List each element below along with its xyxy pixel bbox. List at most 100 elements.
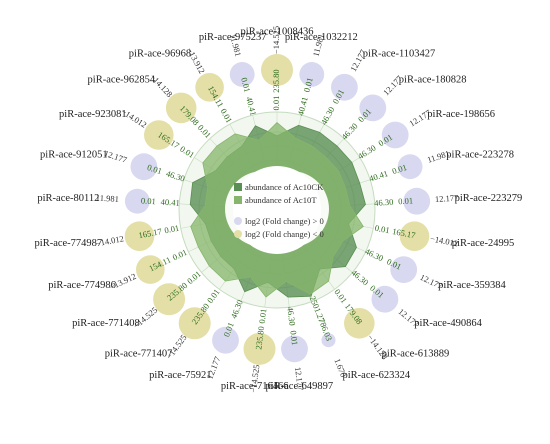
- mirna-name-label: piR-ace-771408: [72, 318, 140, 329]
- abundance-ck-label: 0.01: [257, 308, 269, 324]
- fold-change-circle: [397, 154, 423, 180]
- abundance-ck-label: 46.30: [339, 121, 359, 142]
- abundance-t-label: 235.80: [271, 69, 281, 92]
- mirna-name-label: piR-ace-962854: [88, 75, 156, 86]
- fold-change-circle: [195, 73, 224, 102]
- abundance-ck-label: 40.41: [244, 96, 258, 117]
- mirna-name-label: piR-ace-649897: [265, 381, 333, 392]
- mirna-name-label: piR-ace-912051: [40, 149, 108, 160]
- fold-change-circle: [321, 333, 336, 348]
- fold-change-circle: [165, 92, 197, 124]
- fold-change-circle: [124, 188, 150, 214]
- mirna-name-label: piR-ace-716466: [221, 381, 289, 392]
- fold-change-circle: [281, 335, 308, 363]
- fold-change-circle: [381, 121, 409, 149]
- abundance-ck-label: 0.01: [163, 223, 179, 236]
- legend-up-marker: [234, 217, 242, 225]
- mirna-name-label: piR-ace-613889: [382, 348, 450, 359]
- abundance-ck-label: 46.30: [374, 197, 394, 208]
- abundance-ck-label: 0.01: [271, 96, 281, 111]
- abundance-t-label: 165.17: [138, 226, 163, 240]
- fold-change-circles: [124, 54, 431, 365]
- mirna-name-label: piR-ace-1008436: [241, 26, 314, 37]
- fold-change-circle: [399, 221, 430, 251]
- abundance-t-label: 786.03: [317, 317, 335, 342]
- mirna-name-label: piR-ace-923081: [59, 109, 127, 120]
- fold-change-circle: [153, 283, 186, 316]
- fold-change-circle: [359, 94, 387, 122]
- abundance-ck-label: 0.01: [374, 223, 390, 236]
- fold-change-circle: [212, 326, 239, 354]
- fold-change-circle: [371, 285, 399, 313]
- fold-change-circle: [229, 62, 255, 87]
- mirna-name-label: piR-ace-223279: [455, 193, 523, 204]
- mirna-name-label: piR-ace-75921: [149, 370, 211, 381]
- mirna-name-label: piR-ace-1103427: [363, 48, 436, 59]
- fold-change-circle: [243, 332, 276, 365]
- abundance-ck-label: 46.30: [165, 168, 186, 183]
- fold-change-value: 12.177: [435, 193, 459, 204]
- fold-change-circle: [331, 73, 358, 101]
- mirna-name-label: piR-ace-771407: [105, 348, 173, 359]
- legend-ck-label: abundance of Ac10CK: [245, 182, 324, 192]
- legend: abundance of Ac10CK abundance of Ac10T l…: [225, 171, 329, 247]
- fold-change-value: −14.525: [248, 364, 261, 393]
- mirna-name-label: piR-ace-24995: [452, 238, 514, 249]
- fold-change-circle: [130, 153, 158, 181]
- fold-change-circle: [144, 120, 174, 150]
- abundance-ck-label: 40.41: [368, 168, 389, 183]
- abundance-ck-label: 46.30: [363, 246, 385, 263]
- fold-change-circle: [136, 255, 165, 284]
- mirna-name-label: piR-ace-80112: [37, 193, 99, 204]
- abundance-t-label: 0.01: [141, 195, 156, 206]
- fold-change-circle: [261, 54, 293, 86]
- mirna-name-label: piR-ace-96968: [129, 48, 191, 59]
- fold-change-circle: [124, 221, 155, 251]
- abundance-ck-label: 46.30: [228, 298, 244, 319]
- abundance-ck-label: 0.01: [171, 247, 189, 262]
- abundance-t-label: 165.17: [391, 226, 416, 240]
- abundance-t-label: 0.01: [391, 162, 408, 176]
- mirna-name-label: piR-ace-180828: [399, 75, 467, 86]
- mirna-name-label: piR-ace-975237: [199, 32, 267, 43]
- abundance-t-label: 0.01: [301, 76, 314, 93]
- legend-down-marker: [234, 230, 242, 238]
- abundance-ck-label: 46.30: [319, 105, 337, 127]
- abundance-ck-label: 46.30: [285, 306, 297, 326]
- fold-change-circle: [403, 187, 431, 215]
- abundance-t-label: 0.01: [398, 195, 413, 206]
- legend-up-label: log2 (Fold change) > 0: [245, 216, 324, 226]
- legend-background: [225, 171, 329, 247]
- fold-change-value: −14.525: [271, 26, 281, 54]
- legend-t-swatch: [234, 196, 242, 204]
- mirna-name-label: piR-ace-623324: [343, 370, 411, 381]
- mirna-name-label: piR-ace-223278: [446, 149, 514, 160]
- fold-change-circle: [299, 62, 325, 87]
- abundance-ck-label: 46.30: [356, 142, 378, 161]
- abundance-t-label: 235.80: [253, 326, 266, 350]
- mirna-name-label: piR-ace-1032212: [285, 32, 358, 43]
- abundance-t-label: 0.01: [288, 330, 300, 346]
- fold-change-circle: [390, 256, 418, 283]
- fold-change-circle: [178, 307, 211, 340]
- mirna-name-label: piR-ace-359384: [438, 280, 506, 291]
- abundance-ck-label: 40.41: [295, 96, 309, 117]
- legend-down-label: log2 (Fold change) < 0: [245, 229, 324, 239]
- abundance-ck-label: 40.41: [160, 197, 180, 208]
- mirna-name-label: piR-ace-774987: [35, 238, 103, 249]
- legend-ck-swatch: [234, 183, 242, 191]
- fold-change-value: 11.981: [96, 193, 120, 204]
- fold-change-value: 12.177: [293, 366, 306, 390]
- abundance-t-label: 0.01: [146, 162, 163, 176]
- abundance-t-label: 0.01: [239, 76, 252, 93]
- abundance-ck-label: 0.01: [218, 107, 234, 125]
- fold-change-circle: [344, 308, 375, 339]
- abundance-ck-label: 0.01: [178, 144, 196, 160]
- legend-t-label: abundance of Ac10T: [245, 195, 317, 205]
- mirna-name-label: piR-ace-490864: [414, 318, 482, 329]
- mirna-name-label: piR-ace-198656: [427, 109, 495, 120]
- mirna-name-label: piR-ace-774986: [48, 280, 116, 291]
- abundance-ck-label: 46.30: [350, 267, 371, 287]
